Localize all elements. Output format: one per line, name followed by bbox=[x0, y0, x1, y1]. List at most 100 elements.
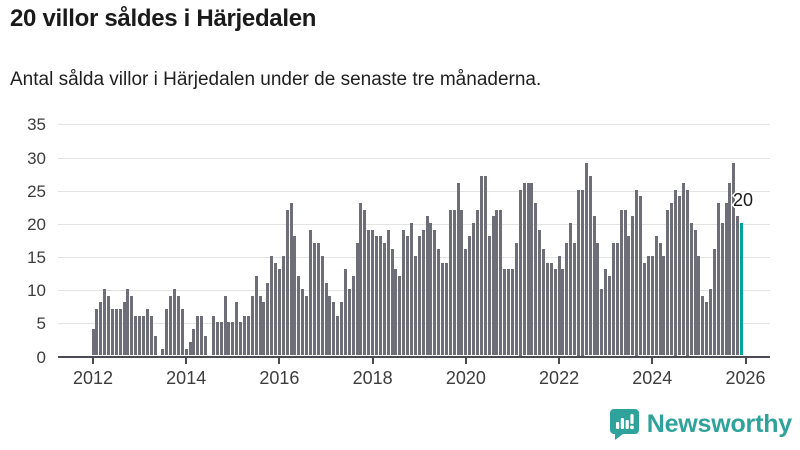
bar bbox=[200, 315, 204, 356]
x-axis-tick bbox=[744, 358, 747, 364]
bar bbox=[444, 262, 448, 356]
bar bbox=[592, 216, 596, 356]
bar bbox=[204, 335, 208, 356]
bar bbox=[301, 289, 305, 356]
bar bbox=[643, 262, 647, 356]
bar bbox=[433, 229, 437, 356]
bar bbox=[375, 236, 379, 356]
bar bbox=[99, 302, 103, 356]
y-gridline bbox=[58, 124, 770, 126]
bar bbox=[406, 236, 410, 356]
bar bbox=[258, 295, 262, 356]
bar bbox=[584, 163, 588, 356]
bar bbox=[231, 322, 235, 356]
bar bbox=[534, 203, 538, 356]
bar bbox=[239, 322, 243, 356]
bar bbox=[382, 242, 386, 356]
bar bbox=[328, 295, 332, 356]
x-axis-tick bbox=[278, 358, 281, 364]
y-axis-tick-label: 0 bbox=[36, 347, 46, 367]
bar bbox=[390, 249, 394, 356]
bar bbox=[510, 269, 514, 356]
bar bbox=[192, 328, 196, 356]
bar bbox=[608, 275, 612, 356]
bar bbox=[522, 183, 526, 356]
bar bbox=[184, 348, 188, 356]
bar bbox=[580, 189, 584, 356]
bar bbox=[553, 269, 557, 356]
bar bbox=[732, 163, 736, 356]
bar bbox=[709, 289, 713, 356]
bar bbox=[689, 222, 693, 356]
bar bbox=[153, 335, 157, 356]
bar bbox=[413, 256, 417, 356]
bar bbox=[114, 309, 118, 356]
bar bbox=[650, 256, 654, 356]
y-axis-tick-label: 30 bbox=[27, 148, 46, 168]
bar bbox=[107, 295, 111, 356]
bar bbox=[425, 216, 429, 356]
bar bbox=[254, 275, 258, 356]
bar bbox=[134, 315, 138, 356]
bar bbox=[270, 256, 274, 356]
newsworthy-logo: Newsworthy bbox=[609, 408, 792, 440]
bar bbox=[596, 242, 600, 356]
bar bbox=[91, 328, 95, 356]
bar bbox=[437, 249, 441, 356]
y-axis-tick-label: 35 bbox=[27, 115, 46, 135]
bar bbox=[611, 242, 615, 356]
bar bbox=[285, 209, 289, 356]
y-gridline bbox=[58, 157, 770, 159]
bar bbox=[495, 209, 499, 356]
bar bbox=[712, 249, 716, 356]
bar bbox=[386, 229, 390, 356]
bar bbox=[402, 229, 406, 356]
bar bbox=[332, 302, 336, 356]
bar bbox=[561, 269, 565, 356]
y-axis-tick-label: 5 bbox=[36, 314, 46, 334]
bar-chart-speech-bubble-icon bbox=[609, 408, 640, 440]
bar bbox=[297, 275, 301, 356]
highlighted-bar bbox=[740, 222, 744, 356]
bar bbox=[569, 222, 573, 356]
x-axis-tick bbox=[92, 358, 94, 364]
bar bbox=[417, 236, 421, 356]
bar bbox=[378, 236, 382, 356]
bar bbox=[110, 309, 114, 356]
bar bbox=[623, 209, 627, 356]
bar bbox=[130, 295, 134, 356]
bar bbox=[262, 302, 266, 356]
bar bbox=[697, 256, 701, 356]
bar bbox=[646, 256, 650, 356]
bar bbox=[250, 295, 254, 356]
bar bbox=[320, 256, 324, 356]
bar bbox=[169, 295, 173, 356]
bar bbox=[293, 236, 297, 356]
bar bbox=[677, 196, 681, 356]
bar bbox=[340, 302, 344, 356]
x-axis-tick-label: 2016 bbox=[259, 368, 300, 388]
bar bbox=[476, 209, 480, 356]
bar bbox=[281, 256, 285, 356]
bar bbox=[693, 229, 697, 356]
bar bbox=[565, 242, 569, 356]
y-gridline bbox=[58, 190, 770, 192]
bar bbox=[242, 315, 246, 356]
bar bbox=[316, 242, 320, 356]
bar bbox=[736, 216, 740, 356]
bar bbox=[211, 315, 215, 356]
bar bbox=[266, 282, 270, 356]
bar bbox=[545, 262, 549, 356]
x-axis-tick-label: 2024 bbox=[632, 368, 673, 388]
x-axis-tick-label: 2012 bbox=[72, 368, 114, 388]
bar bbox=[716, 203, 720, 356]
bar bbox=[367, 229, 371, 356]
bar bbox=[542, 249, 546, 356]
y-axis-tick-label: 25 bbox=[27, 181, 46, 201]
bar bbox=[441, 262, 445, 356]
bar bbox=[487, 236, 491, 356]
bar bbox=[600, 289, 604, 356]
x-axis-tick bbox=[558, 358, 561, 364]
bar bbox=[227, 322, 231, 356]
